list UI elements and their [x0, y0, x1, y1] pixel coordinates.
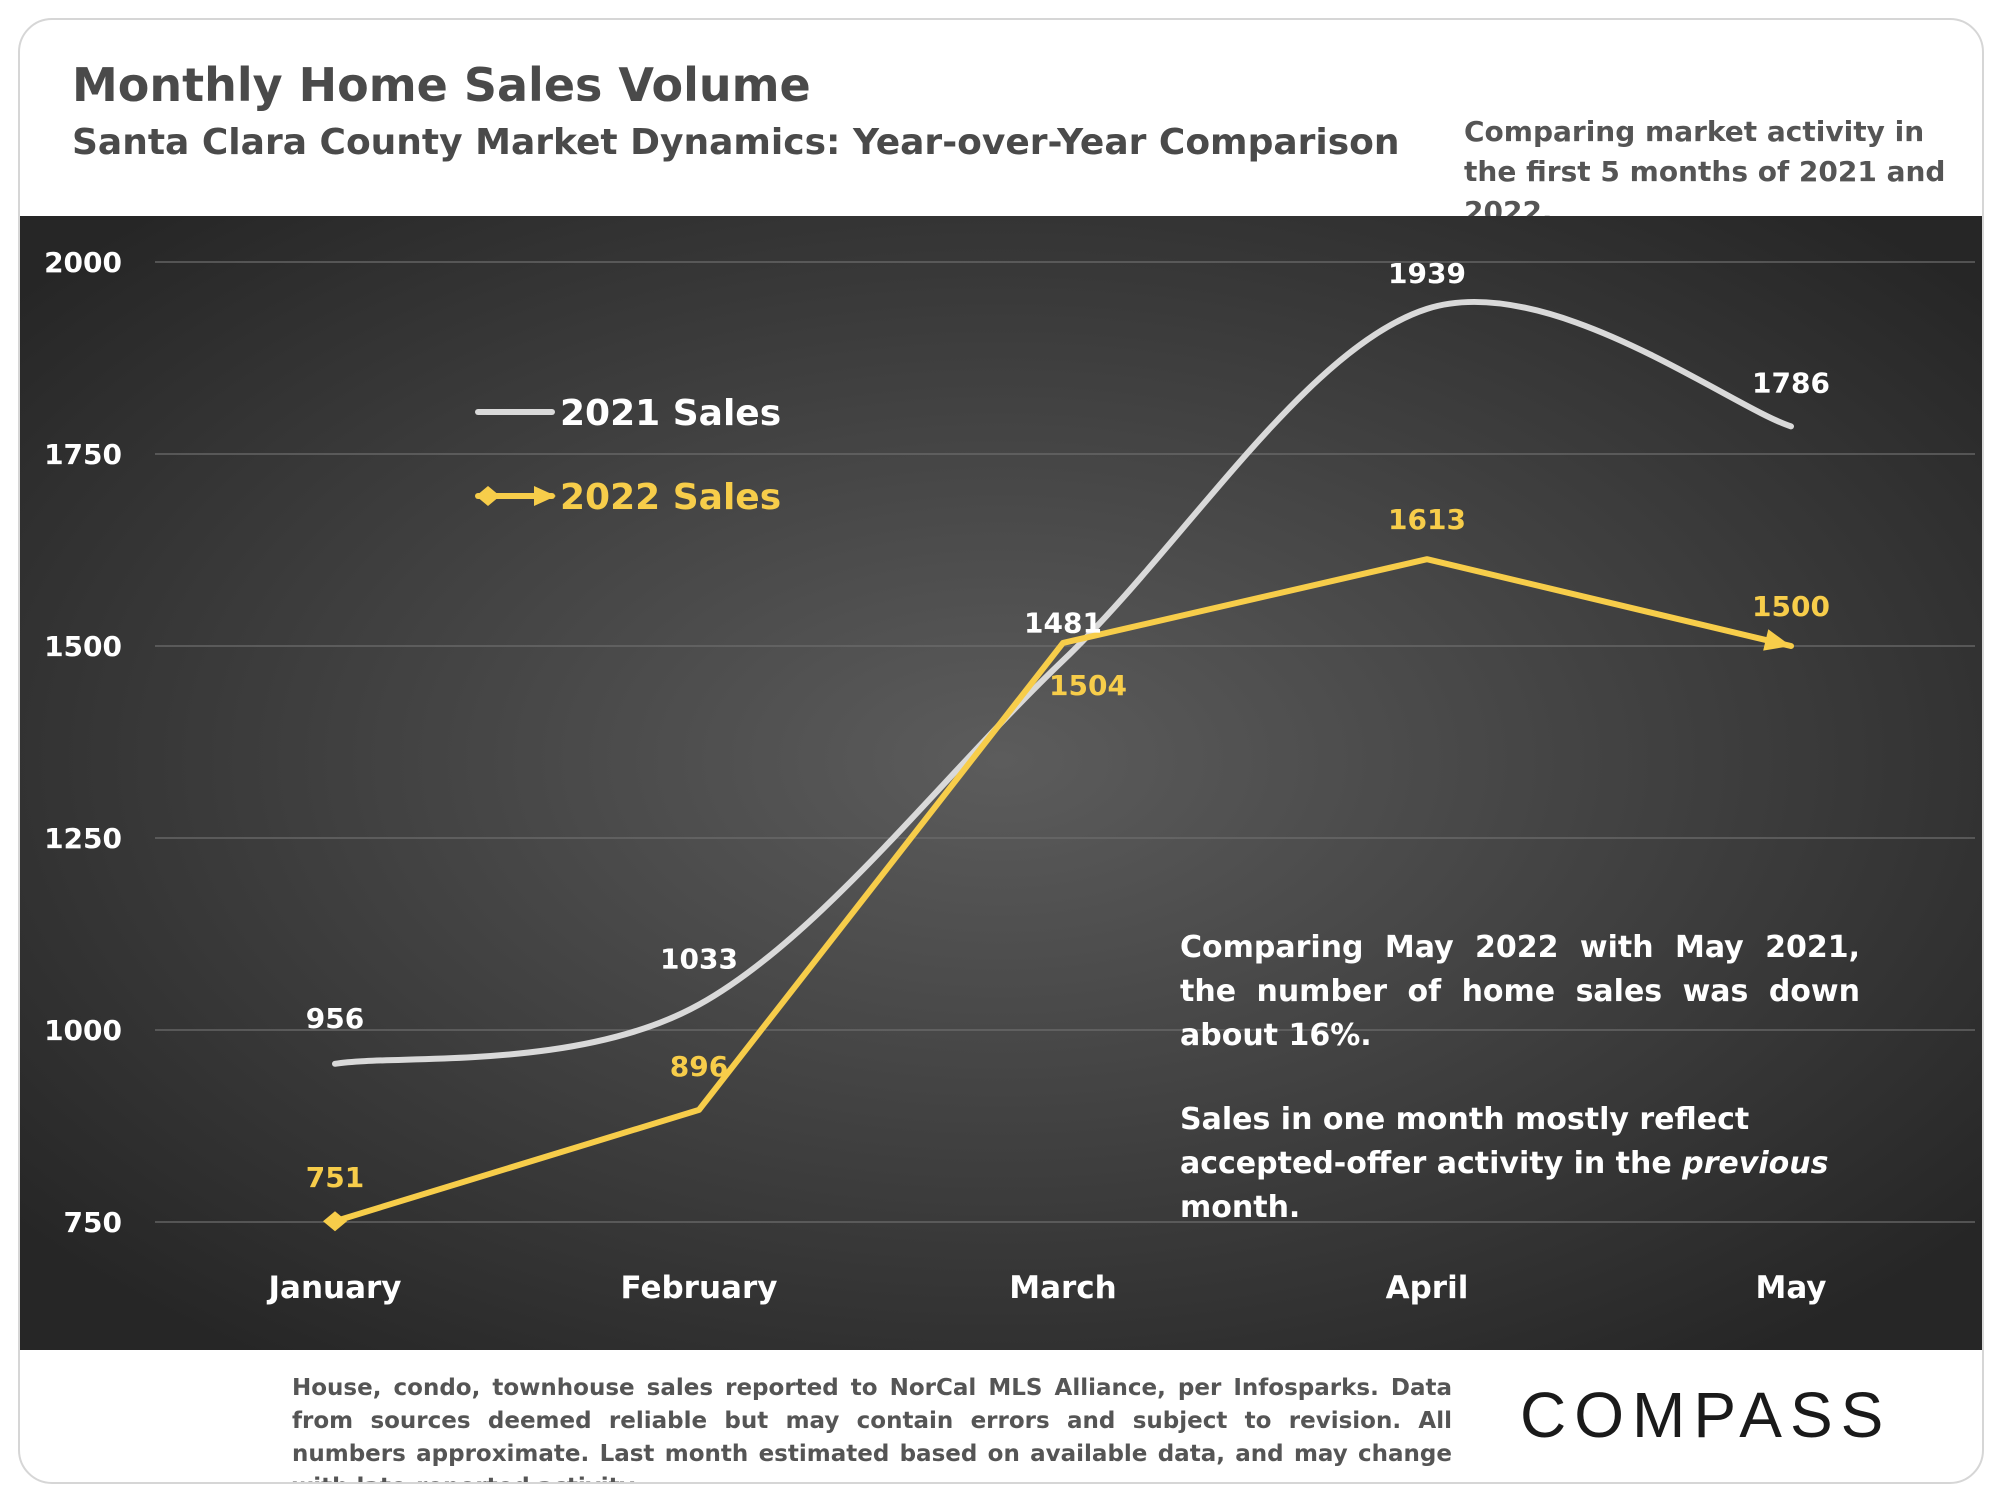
legend-start-marker: [476, 486, 500, 506]
data-label-1: 956: [306, 1002, 364, 1035]
callout-line-2-end: month.: [1180, 1190, 1301, 1225]
plot-background: [20, 216, 1982, 1350]
x-tick-label: February: [621, 1270, 778, 1306]
line-chart: 750 1000 1250 1500 1750 2000 January February M…: [20, 216, 1982, 1350]
y-tick-label: 750: [64, 1206, 122, 1239]
data-label-2: 1613: [1388, 503, 1466, 536]
y-axis: 750 1000 1250 1500 1750 2000: [44, 246, 122, 1239]
x-tick-label: January: [266, 1270, 401, 1306]
data-label-2: 896: [670, 1050, 728, 1083]
data-label-2: 1504: [1049, 669, 1127, 702]
callout-text: Comparing May 2022 with May 2021, the nu…: [1180, 926, 1860, 1230]
callout-line-2-start: Sales in one month mostly reflect accept…: [1180, 1102, 1750, 1181]
x-tick-label: April: [1386, 1270, 1469, 1306]
data-label-1: 1939: [1388, 257, 1466, 290]
y-tick-label: 1750: [44, 438, 122, 471]
legend: 2021 Sales 2022 Sales: [475, 393, 781, 518]
x-tick-label: May: [1755, 1270, 1826, 1306]
legend-label-2: 2022 Sales: [560, 477, 781, 518]
y-tick-label: 1000: [44, 1014, 122, 1047]
comparison-note: Comparing market activity in the first 5…: [1464, 115, 1946, 228]
callout-line-1: Comparing May 2022 with May 2021, the nu…: [1180, 930, 1860, 1053]
source-footnote: House, condo, townhouse sales reported t…: [292, 1375, 1452, 1482]
compass-logo: COMPASS: [1520, 1379, 1892, 1451]
data-label-1: 1481: [1024, 607, 1102, 640]
data-labels: 956 1033 1481 1939 1786 751 896 1504 1613 1500: [306, 257, 1830, 1194]
x-tick-label: March: [1009, 1270, 1117, 1306]
data-label-2: 1500: [1752, 590, 1830, 623]
series-line-2: [332, 556, 1794, 1225]
series-start-marker: [323, 1211, 347, 1232]
y-tick-label: 2000: [44, 246, 122, 279]
data-label-1: 1033: [660, 943, 738, 976]
callout-line-2-emphasis: previous: [1682, 1146, 1829, 1181]
chart-area: 750 1000 1250 1500 1750 2000 January February M…: [20, 216, 1982, 1350]
page-subtitle: Santa Clara County Market Dynamics: Year…: [72, 122, 1400, 163]
data-label-1: 1786: [1752, 366, 1830, 399]
legend-end-arrow: [534, 486, 556, 506]
x-axis: January February March April May: [266, 1270, 1826, 1306]
chart-card: Monthly Home Sales Volume Santa Clara Co…: [18, 18, 1984, 1484]
gridlines: [155, 261, 1975, 1223]
callout-line-2: Sales in one month mostly reflect accept…: [1180, 1098, 1860, 1230]
legend-label-1: 2021 Sales: [560, 393, 781, 434]
series-lines: [323, 299, 1794, 1232]
data-label-2: 751: [306, 1161, 364, 1194]
series-line-1: [332, 299, 1794, 1067]
y-tick-label: 1500: [44, 630, 122, 663]
y-tick-label: 1250: [44, 822, 122, 855]
page-title: Monthly Home Sales Volume: [72, 58, 811, 112]
series-end-arrow: [1763, 629, 1791, 651]
